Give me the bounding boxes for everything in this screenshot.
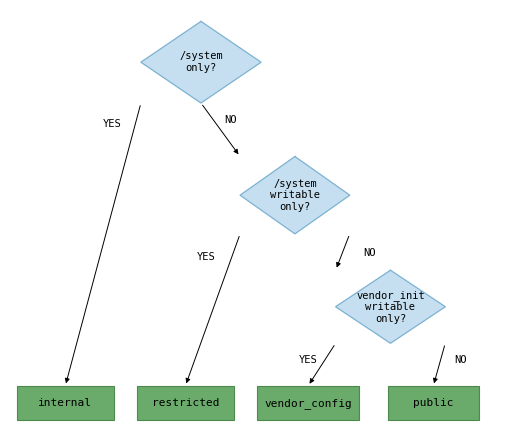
Text: restricted: restricted <box>151 398 219 408</box>
Text: vendor_config: vendor_config <box>264 398 352 409</box>
Text: internal: internal <box>38 398 92 408</box>
Text: NO: NO <box>224 115 237 125</box>
Polygon shape <box>141 21 261 103</box>
Bar <box>257 386 359 420</box>
Bar <box>137 386 233 420</box>
Polygon shape <box>336 270 445 343</box>
Text: /system
writable
only?: /system writable only? <box>270 178 320 212</box>
Bar <box>17 386 113 420</box>
Text: NO: NO <box>363 248 375 258</box>
Bar <box>387 386 479 420</box>
Text: YES: YES <box>197 252 216 263</box>
Text: /system
only?: /system only? <box>179 51 223 73</box>
Polygon shape <box>240 157 350 234</box>
Text: public: public <box>413 398 454 408</box>
Text: YES: YES <box>103 119 122 130</box>
Text: NO: NO <box>454 355 467 366</box>
Text: vendor_init
writable
only?: vendor_init writable only? <box>356 290 425 324</box>
Text: YES: YES <box>299 355 317 366</box>
